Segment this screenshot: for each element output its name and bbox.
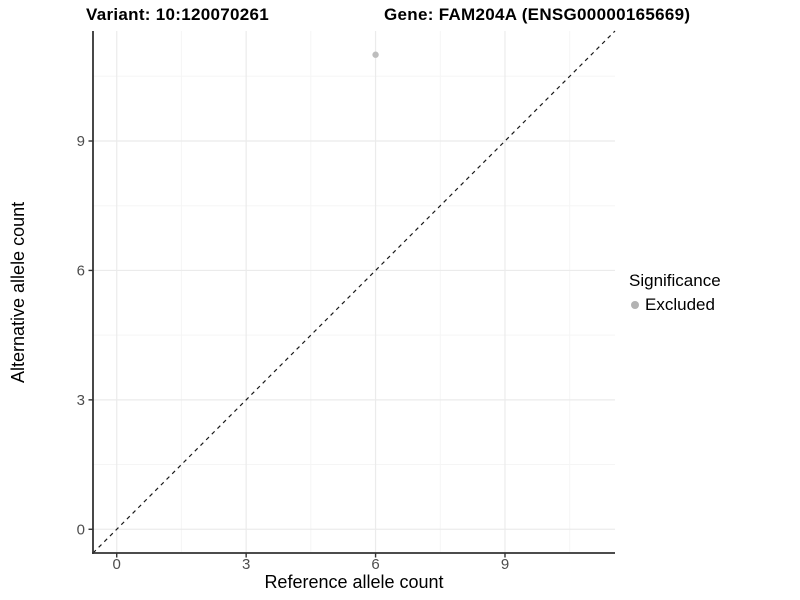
x-tick-label: 9 [501,556,509,573]
axis-lines [92,31,615,554]
legend-key-icon [631,301,639,309]
major-gridlines [93,31,615,553]
legend-item-excluded: Excluded [631,295,721,315]
minor-gridlines [93,31,615,553]
legend: Significance Excluded [629,271,721,315]
identity-reference-line [92,30,616,554]
series-excluded [372,51,379,58]
tick-marks [88,140,506,558]
variant-title: Variant: 10:120070261 [86,5,270,24]
y-axis-title: Alternative allele count [8,201,28,383]
x-tick-label: 6 [371,556,379,573]
legend-item-label: Excluded [645,295,715,314]
tick-labels: 0 3 6 9 0 3 6 9 [77,133,510,573]
y-tick-label: 6 [77,262,85,279]
gene-title: Gene: FAM204A (ENSG00000165669) [384,5,691,24]
data-point [372,51,379,58]
x-axis-title: Reference allele count [264,572,444,592]
y-tick-label: 0 [77,521,85,538]
x-tick-label: 3 [242,556,250,573]
x-tick-label: 0 [113,556,121,573]
y-tick-label: 3 [77,392,85,409]
y-tick-label: 9 [77,133,85,150]
legend-title: Significance [629,271,721,290]
